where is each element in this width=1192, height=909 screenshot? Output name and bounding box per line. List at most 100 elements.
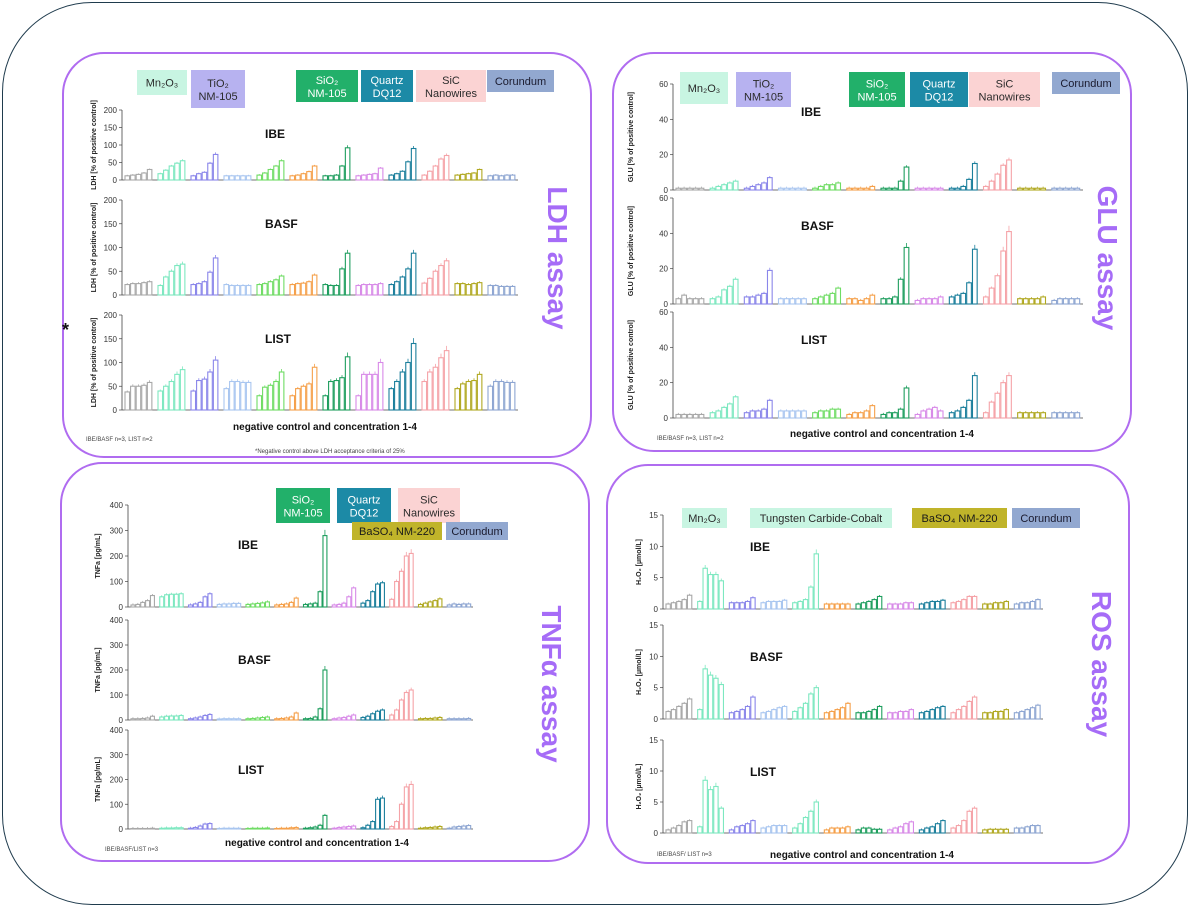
bar xyxy=(1017,412,1023,419)
bar xyxy=(168,165,175,181)
bar xyxy=(341,716,347,721)
bar xyxy=(377,361,384,411)
bar xyxy=(903,246,910,305)
bar xyxy=(1003,600,1010,610)
bar xyxy=(344,356,351,411)
bar xyxy=(339,268,345,296)
bar xyxy=(697,709,703,720)
legend-item: BaSO₄ NM-220 xyxy=(912,508,1007,528)
y-tick-label: 5 xyxy=(654,684,659,693)
bar xyxy=(394,709,400,721)
legend-item: SiC Nanowires xyxy=(969,72,1040,107)
bar xyxy=(279,717,285,721)
y-tick-label: 100 xyxy=(110,578,124,587)
bar xyxy=(797,707,803,720)
bar xyxy=(813,801,820,834)
bar xyxy=(1017,298,1023,305)
legend-item: Corundum xyxy=(487,70,554,92)
legend-label: SiC Nanowires xyxy=(425,75,477,100)
bar xyxy=(1024,602,1030,610)
bar xyxy=(802,816,809,834)
bar xyxy=(903,602,909,610)
legend-label: SiC Nanowires xyxy=(403,495,455,520)
bar xyxy=(707,789,714,834)
legend-swatch xyxy=(1012,508,1080,528)
bar xyxy=(192,717,198,721)
bar xyxy=(992,710,999,720)
legend-swatch xyxy=(352,522,442,540)
bar xyxy=(892,712,898,720)
subplot-label: IBE xyxy=(801,105,821,119)
bar xyxy=(255,602,261,608)
bar xyxy=(707,573,714,610)
bar xyxy=(221,718,227,721)
bar xyxy=(948,412,955,419)
bar xyxy=(670,602,677,610)
bar xyxy=(289,283,296,296)
bar xyxy=(776,600,782,610)
bar xyxy=(226,827,232,830)
bar xyxy=(370,713,376,721)
legend-swatch xyxy=(910,72,968,107)
bar xyxy=(212,153,219,181)
bar xyxy=(812,187,818,191)
bar xyxy=(808,586,814,610)
bar xyxy=(892,412,898,419)
bar xyxy=(982,185,989,191)
bar xyxy=(1062,412,1069,419)
legend-item: Mn₂O₃ xyxy=(137,70,187,95)
bar xyxy=(797,823,803,834)
bar xyxy=(361,373,367,411)
bar xyxy=(817,185,824,191)
bar xyxy=(331,604,337,608)
legend-item: SiO₂ NM-105 xyxy=(849,72,905,107)
bar xyxy=(187,718,193,721)
bar xyxy=(982,412,989,419)
y-tick-label: 150 xyxy=(104,220,118,229)
bar xyxy=(914,299,921,305)
bar xyxy=(954,410,961,419)
bar xyxy=(207,823,213,830)
y-tick-label: 0 xyxy=(654,829,659,838)
bar xyxy=(929,709,935,720)
bar xyxy=(1035,704,1041,720)
legend-label: TiO₂ NM-105 xyxy=(744,79,783,104)
bar xyxy=(427,371,433,411)
bar xyxy=(328,284,334,296)
bar xyxy=(250,603,256,608)
y-tick-label: 20 xyxy=(659,151,668,160)
bar xyxy=(948,296,955,305)
y-tick-label: 150 xyxy=(104,335,118,344)
bar xyxy=(421,380,428,411)
bar xyxy=(190,390,197,411)
legend-label: SiO₂ NM-105 xyxy=(857,79,896,104)
y-tick-label: 0 xyxy=(654,605,659,614)
bar xyxy=(394,173,400,181)
bar xyxy=(398,699,404,721)
bar xyxy=(471,379,477,411)
bar xyxy=(273,279,279,296)
bar xyxy=(306,281,312,296)
bar xyxy=(312,716,318,721)
bar xyxy=(408,552,414,608)
bar xyxy=(1022,298,1029,305)
bar xyxy=(130,283,136,296)
y-tick-label: 0 xyxy=(113,291,118,300)
bar xyxy=(1024,826,1030,834)
bar xyxy=(388,283,395,296)
bar xyxy=(408,689,414,721)
bar xyxy=(718,580,725,610)
bar xyxy=(427,601,433,608)
footnote: IBE/BASF/ LIST n=3 xyxy=(657,852,712,858)
bar xyxy=(1013,603,1020,610)
bar xyxy=(427,170,433,181)
bar xyxy=(231,827,237,830)
bar xyxy=(236,718,242,721)
bar xyxy=(192,603,198,608)
legend-label: Corundum xyxy=(1060,78,1111,90)
bar xyxy=(229,175,235,181)
bar xyxy=(168,380,175,411)
bar xyxy=(212,257,219,296)
bar xyxy=(920,298,927,305)
bar xyxy=(823,603,830,610)
